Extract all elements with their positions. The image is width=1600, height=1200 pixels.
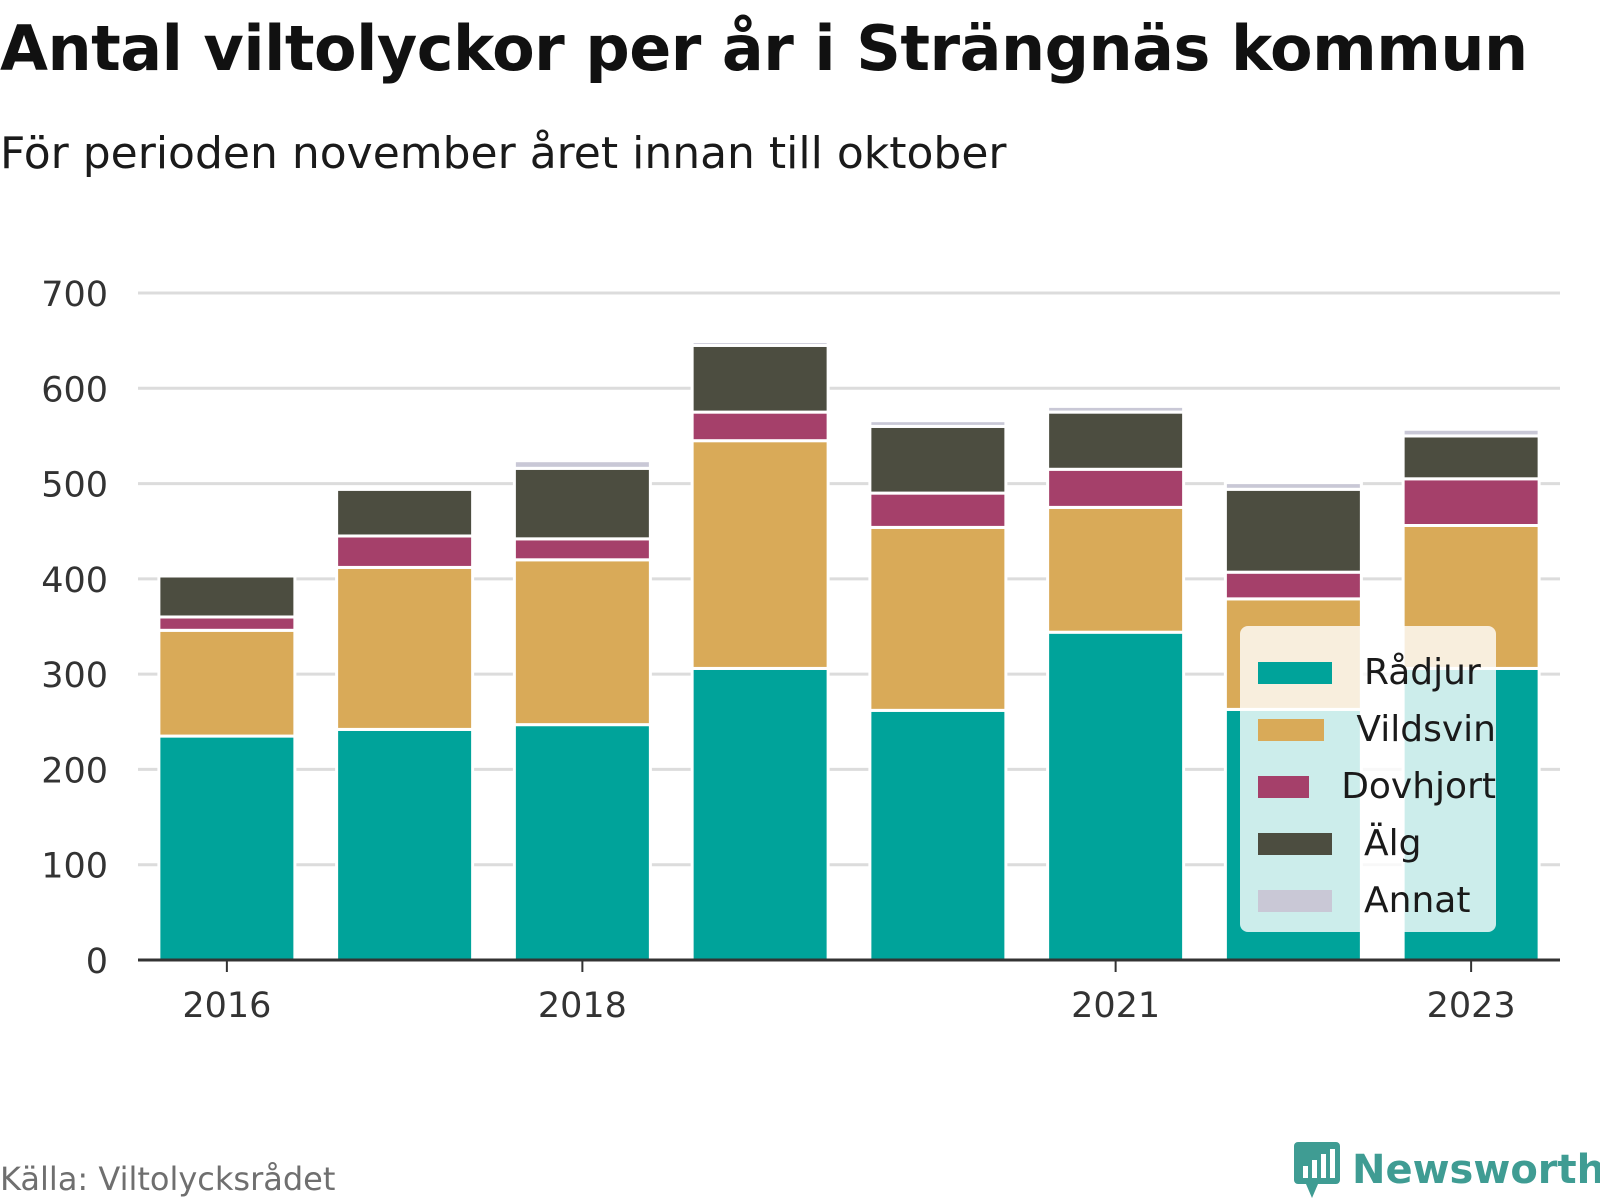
legend-label: Rådjur bbox=[1364, 652, 1481, 693]
legend-swatch bbox=[1258, 775, 1310, 798]
bar-segment-dovhjort-2018 bbox=[512, 537, 652, 562]
legend-item-älg: Älg bbox=[1240, 815, 1496, 872]
bar-segment-rådjur-2019 bbox=[690, 666, 830, 962]
bar-segment-älg-2019 bbox=[690, 343, 830, 414]
y-tick-label: 500 bbox=[41, 466, 108, 506]
bar-segment-rådjur-2016 bbox=[157, 734, 297, 962]
brand-logo: Newsworthy bbox=[1292, 1140, 1600, 1200]
bar-segment-annat-2023 bbox=[1401, 427, 1541, 438]
bar-segment-dovhjort-2020 bbox=[868, 491, 1008, 529]
bar-stack-2017 bbox=[335, 485, 475, 962]
bar-segment-vildsvin-2019 bbox=[690, 439, 830, 670]
bar-segment-vildsvin-2016 bbox=[157, 628, 297, 738]
bar-segment-älg-2023 bbox=[1401, 434, 1541, 481]
bar-segment-annat-2020 bbox=[868, 419, 1008, 428]
legend-item-dovhjort: Dovhjort bbox=[1240, 758, 1496, 815]
bar-segment-annat-2021 bbox=[1046, 404, 1186, 414]
bar-stack-2021 bbox=[1046, 404, 1186, 962]
bar-segment-älg-2017 bbox=[335, 487, 475, 538]
bar-stack-2019 bbox=[690, 340, 830, 962]
bar-segment-vildsvin-2021 bbox=[1046, 505, 1186, 634]
legend-label: Dovhjort bbox=[1341, 766, 1496, 807]
legend-swatch bbox=[1258, 661, 1332, 684]
x-tick-label: 2016 bbox=[182, 986, 271, 1026]
bar-segment-dovhjort-2016 bbox=[157, 615, 297, 632]
source-note: Källa: Viltolycksrådet bbox=[0, 1160, 336, 1198]
y-tick-label: 0 bbox=[86, 942, 108, 982]
bar-segment-vildsvin-2020 bbox=[868, 525, 1008, 712]
bar-segment-annat-2019 bbox=[690, 340, 830, 347]
x-tick-label: 2021 bbox=[1071, 986, 1160, 1026]
legend-label: Vildsvin bbox=[1356, 709, 1496, 750]
bar-segment-annat-2022 bbox=[1223, 481, 1363, 491]
bar-segment-annat-2016 bbox=[157, 571, 297, 578]
legend-swatch bbox=[1258, 889, 1332, 912]
bar-segment-vildsvin-2017 bbox=[335, 565, 475, 731]
bar-segment-dovhjort-2023 bbox=[1401, 477, 1541, 527]
legend-label: Älg bbox=[1364, 823, 1422, 864]
x-tick-label: 2018 bbox=[538, 986, 627, 1026]
chart-subtitle: För perioden november året innan till ok… bbox=[0, 128, 1007, 179]
x-axis: 2016 2018 2021 2023 bbox=[138, 958, 1560, 1026]
y-tick-label: 300 bbox=[41, 656, 108, 696]
bar-segment-rådjur-2020 bbox=[868, 708, 1008, 962]
bar-segment-rådjur-2017 bbox=[335, 727, 475, 962]
bar-segment-rådjur-2021 bbox=[1046, 630, 1186, 962]
bar-segment-älg-2018 bbox=[512, 466, 652, 541]
legend: Rådjur Vildsvin Dovhjort Älg Annat bbox=[1240, 626, 1496, 932]
legend-item-vildsvin: Vildsvin bbox=[1240, 701, 1496, 758]
bar-segment-rådjur-2018 bbox=[512, 723, 652, 962]
stacked-bar-chart: 0 100 200 300 400 500 600 700 2016 2018 2021 2023 bbox=[41, 275, 1560, 1026]
y-tick-label: 700 bbox=[41, 275, 108, 315]
newsworthy-logo-icon bbox=[1294, 1142, 1340, 1198]
bar-stack-2016 bbox=[157, 571, 297, 962]
legend-swatch bbox=[1258, 718, 1325, 741]
legend-label: Annat bbox=[1364, 880, 1471, 921]
bar-segment-annat-2018 bbox=[512, 459, 652, 470]
bar-segment-dovhjort-2022 bbox=[1223, 570, 1363, 601]
bar-segment-dovhjort-2017 bbox=[335, 534, 475, 569]
legend-item-rådjur: Rådjur bbox=[1240, 644, 1496, 701]
bar-segment-älg-2020 bbox=[868, 424, 1008, 495]
legend-item-annat: Annat bbox=[1240, 872, 1496, 929]
legend-swatch bbox=[1258, 832, 1332, 855]
bar-stack-2018 bbox=[512, 459, 652, 962]
bar-segment-älg-2016 bbox=[157, 574, 297, 619]
y-tick-label: 100 bbox=[41, 847, 108, 887]
y-tick-label: 600 bbox=[41, 370, 108, 410]
x-tick-label: 2023 bbox=[1427, 986, 1516, 1026]
bar-segment-älg-2021 bbox=[1046, 410, 1186, 471]
bar-segment-älg-2022 bbox=[1223, 487, 1363, 574]
bar-segment-annat-2017 bbox=[335, 485, 475, 491]
chart-title: Antal viltolyckor per år i Strängnäs kom… bbox=[0, 12, 1528, 85]
y-axis-ticks: 0 100 200 300 400 500 600 700 bbox=[41, 275, 108, 982]
bar-stack-2020 bbox=[868, 419, 1008, 962]
y-tick-label: 400 bbox=[41, 561, 108, 601]
brand-name: Newsworthy bbox=[1352, 1147, 1600, 1193]
y-tick-label: 200 bbox=[41, 751, 108, 791]
bar-segment-dovhjort-2021 bbox=[1046, 467, 1186, 509]
bar-segment-vildsvin-2018 bbox=[512, 558, 652, 727]
bar-segment-dovhjort-2019 bbox=[690, 410, 830, 443]
